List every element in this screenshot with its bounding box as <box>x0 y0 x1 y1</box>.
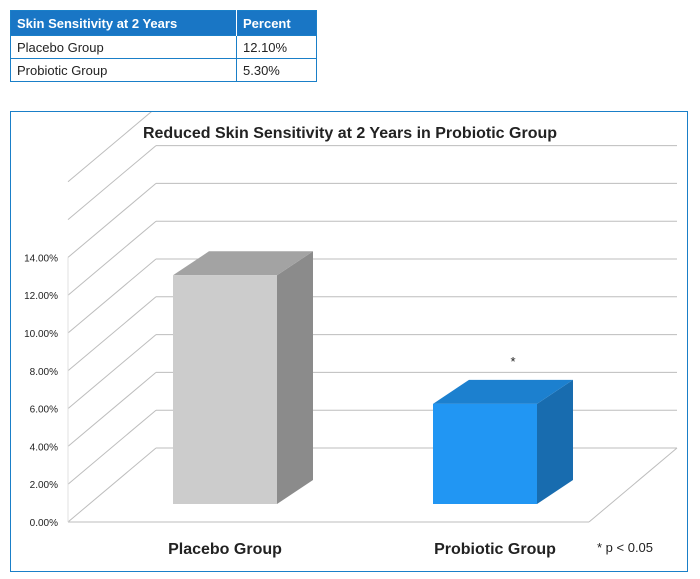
gridline-diagonal <box>67 183 157 258</box>
table-row: Placebo Group 12.10% <box>10 35 317 59</box>
table-row: Probiotic Group 5.30% <box>10 58 317 82</box>
table-cell: Placebo Group <box>10 35 237 59</box>
y-tick-label: 8.00% <box>30 367 58 378</box>
y-tick-label: 0.00% <box>30 518 58 529</box>
bar <box>433 403 537 504</box>
y-tick-label: 6.00% <box>30 405 58 416</box>
gridline-diagonal <box>67 447 157 523</box>
gridline-diagonal <box>67 372 157 447</box>
gridline-diagonal <box>67 409 157 485</box>
y-tick-label: 14.00% <box>24 253 58 264</box>
table-cell: 5.30% <box>236 58 317 82</box>
bar <box>173 275 277 504</box>
x-tick-label: Probiotic Group <box>434 541 556 558</box>
bar-side <box>537 379 573 504</box>
data-table: Skin Sensitivity at 2 Years Percent Plac… <box>10 10 317 82</box>
chart-title: Reduced Skin Sensitivity at 2 Years in P… <box>142 125 558 142</box>
gridline-diagonal <box>67 258 157 334</box>
y-tick-label: 10.00% <box>24 329 58 340</box>
gridline-diagonal <box>67 145 157 220</box>
gridline-diagonal <box>67 220 157 296</box>
header-cell-label: Skin Sensitivity at 2 Years <box>10 10 237 36</box>
floor-right-edge <box>588 447 678 523</box>
chart-footnote: * p < 0.05 <box>597 540 654 555</box>
table-cell: Probiotic Group <box>10 58 237 82</box>
gridline-diagonal <box>67 112 152 183</box>
chart-frame: Reduced Skin Sensitivity at 2 Years in P… <box>10 111 688 572</box>
gridline-diagonal <box>67 296 157 372</box>
table-header-row: Skin Sensitivity at 2 Years Percent <box>10 10 317 36</box>
y-tick-label: 2.00% <box>30 480 58 491</box>
header-cell-percent: Percent <box>236 10 317 36</box>
table-cell: 12.10% <box>236 35 317 59</box>
gridline-diagonal <box>67 334 157 409</box>
bar-side <box>277 251 313 504</box>
significance-annotation: * <box>510 354 515 369</box>
x-tick-label: Placebo Group <box>168 541 282 558</box>
bar-chart: 0.00% 2.00% 4.00% 6.00% 8.00% 10.00% 12.00% 14.… <box>24 112 678 558</box>
y-tick-label: 4.00% <box>30 442 58 453</box>
bar-top <box>173 251 313 276</box>
y-tick-label: 12.00% <box>24 291 58 302</box>
bar-top <box>433 379 573 404</box>
